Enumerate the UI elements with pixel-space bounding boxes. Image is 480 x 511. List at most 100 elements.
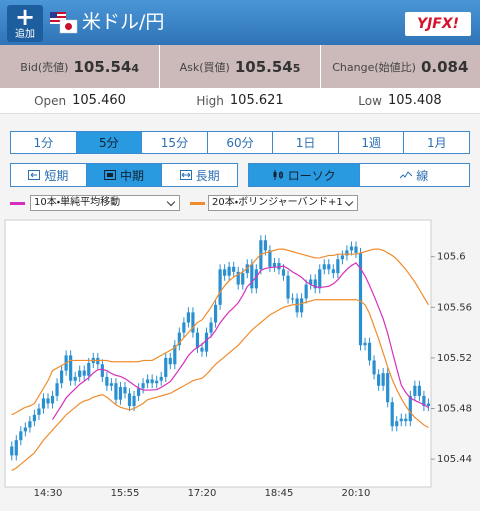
band-lower-line bbox=[11, 299, 429, 472]
periods-button[interactable]: 1日 bbox=[273, 132, 339, 153]
y-tick-label: 105.48 bbox=[437, 404, 472, 415]
candle-body bbox=[281, 269, 286, 276]
candle-body bbox=[105, 376, 109, 386]
candle-body bbox=[168, 357, 172, 365]
candle-body bbox=[14, 440, 18, 456]
candle-body bbox=[422, 395, 426, 407]
button-icon bbox=[28, 170, 41, 180]
term-selector: 短期 中期 長期 bbox=[10, 163, 238, 187]
candle-body bbox=[417, 385, 421, 396]
candle-body bbox=[218, 269, 222, 305]
periods-button[interactable]: 5分 bbox=[76, 132, 143, 153]
periods-button[interactable]: 1分 bbox=[11, 132, 77, 153]
ma-line bbox=[52, 262, 429, 420]
candle-body bbox=[109, 383, 114, 386]
candle-body bbox=[386, 373, 390, 403]
candle-body bbox=[254, 269, 258, 289]
summary-cell: Low 105.408 bbox=[320, 88, 480, 113]
candle-body bbox=[309, 279, 313, 285]
periods-label: 1日 bbox=[295, 136, 316, 150]
summary-value: 105.408 bbox=[387, 93, 442, 108]
candle-body bbox=[69, 355, 73, 381]
terms-label: 長期 bbox=[195, 168, 220, 183]
change-cell: Change(始値比) 0.084 bbox=[321, 45, 480, 88]
plot-frame bbox=[4, 219, 432, 488]
button-icon bbox=[273, 170, 283, 180]
terms-button[interactable]: 中期 bbox=[86, 164, 163, 186]
candle-body bbox=[358, 252, 363, 346]
candle-body bbox=[300, 298, 304, 313]
x-tick-label: 20:10 bbox=[342, 488, 371, 499]
terms-button[interactable]: 長期 bbox=[162, 164, 237, 186]
candle-body bbox=[127, 393, 132, 407]
candle-body bbox=[46, 398, 50, 404]
candle-body bbox=[227, 266, 231, 276]
candle-body bbox=[250, 264, 254, 289]
candle-body bbox=[182, 322, 186, 333]
styles-button[interactable]: 線 bbox=[360, 164, 470, 186]
candle-body bbox=[268, 250, 272, 267]
x-tick-label: 18:45 bbox=[265, 488, 294, 499]
summary-label: High bbox=[196, 93, 224, 108]
periods-label: 15分 bbox=[160, 136, 189, 150]
candle-body bbox=[118, 387, 123, 400]
bid-price: 105.544 bbox=[73, 57, 139, 76]
candle-body bbox=[390, 402, 394, 427]
candle-body bbox=[73, 376, 77, 381]
candle-body bbox=[426, 403, 431, 407]
candle-body bbox=[159, 376, 163, 381]
band-select[interactable]: 20本・ボリンジャーバンド+1 bbox=[208, 195, 358, 211]
candle-body bbox=[372, 360, 376, 375]
periods-button[interactable]: 1週 bbox=[339, 132, 405, 153]
summary-cell: High 105.621 bbox=[160, 88, 320, 113]
styles-label: ローソク bbox=[287, 168, 336, 183]
periods-button[interactable]: 60分 bbox=[208, 132, 274, 153]
summary-cell: Open 105.460 bbox=[0, 88, 160, 113]
periods-label: 1月 bbox=[426, 136, 447, 150]
candle-body bbox=[146, 379, 150, 384]
candle-body bbox=[41, 398, 46, 409]
candle-body bbox=[263, 240, 267, 251]
candle-body bbox=[336, 259, 340, 274]
ask-value: 105.54 bbox=[234, 58, 293, 76]
ask-price: 105.545 bbox=[235, 57, 301, 76]
candle-body bbox=[223, 269, 227, 276]
candle-body bbox=[272, 263, 277, 267]
add-label: 追加 bbox=[15, 29, 35, 40]
periods-label: 1分 bbox=[33, 136, 54, 150]
candle-body bbox=[132, 395, 136, 407]
candle-body bbox=[28, 421, 32, 428]
candle-body bbox=[100, 364, 104, 377]
ma-select[interactable]: 10本・単純平均移動 bbox=[30, 195, 180, 211]
periods-button[interactable]: 1月 bbox=[404, 132, 469, 153]
change-value: 0.084 bbox=[420, 57, 469, 76]
candle-body bbox=[313, 279, 317, 289]
candle-body bbox=[331, 269, 335, 274]
candle-body bbox=[349, 246, 354, 251]
band-upper-line bbox=[11, 248, 429, 416]
candle-body bbox=[191, 312, 195, 333]
ask-label: Ask(買値) bbox=[179, 60, 230, 74]
candle-body bbox=[327, 264, 331, 270]
periods-button[interactable]: 15分 bbox=[142, 132, 208, 153]
logo: YJFX! bbox=[405, 12, 471, 36]
styles-button[interactable]: ローソク bbox=[249, 164, 360, 186]
candle-body bbox=[286, 275, 290, 299]
candle-body bbox=[209, 322, 213, 333]
candle-body bbox=[195, 332, 200, 348]
summary-row: Open 105.460 High 105.621 Low 105.408 bbox=[0, 88, 480, 114]
summary-value: 105.621 bbox=[229, 93, 284, 108]
terms-button[interactable]: 短期 bbox=[11, 164, 87, 186]
button-icon bbox=[179, 170, 192, 180]
candle-body bbox=[55, 383, 59, 396]
periods-label: 60分 bbox=[226, 136, 254, 150]
candle-body bbox=[241, 273, 245, 285]
add-button[interactable]: + 追加 bbox=[7, 5, 43, 42]
candle-body bbox=[377, 374, 381, 386]
candle-body bbox=[50, 395, 55, 404]
candle-body bbox=[177, 332, 181, 346]
candle-body bbox=[340, 255, 344, 260]
candle-body bbox=[164, 357, 168, 377]
candle-body bbox=[136, 388, 141, 396]
ask-cell: Ask(買値) 105.545 bbox=[160, 45, 321, 88]
